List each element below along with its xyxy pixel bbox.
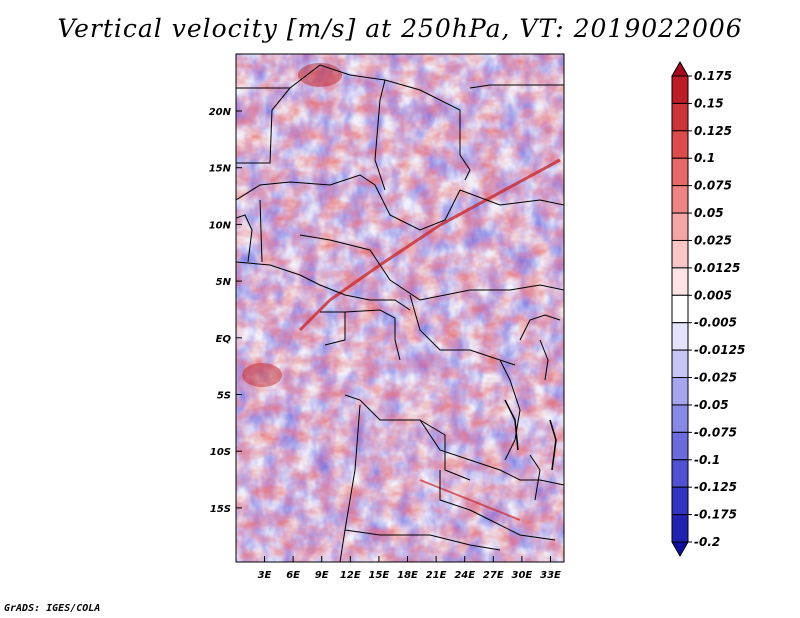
- y-tick-label: 15S: [210, 504, 231, 515]
- y-tick-label: 10S: [210, 447, 231, 458]
- colorbar-swatch: [671, 185, 689, 214]
- x-tick-label: 30E: [512, 570, 533, 581]
- heatmap-field: [236, 54, 564, 562]
- colorbar-label: -0.125: [694, 480, 737, 494]
- colorbar-swatch: [671, 486, 689, 516]
- colorbar-swatch: [671, 514, 689, 543]
- colorbar-label: -0.05: [694, 398, 729, 412]
- colorbar-label: 0.025: [694, 233, 732, 247]
- x-tick-label: 15E: [369, 570, 390, 581]
- x-tick-label: 3E: [258, 570, 272, 581]
- colorbar-label: 0.1: [694, 151, 715, 165]
- colorbar-label: -0.1: [694, 453, 720, 467]
- colorbar-label: 0.05: [694, 206, 724, 220]
- colorbar-swatch: [671, 157, 689, 187]
- colorbar-label: 0.075: [694, 179, 732, 193]
- footer-credit: GrADS: IGES/COLA: [4, 603, 101, 614]
- colorbar-label: 0.0125: [694, 261, 740, 275]
- colorbar-label: -0.175: [694, 508, 737, 522]
- country-boundaries: [236, 64, 564, 562]
- x-tick-label: 9E: [315, 570, 329, 581]
- colorbar-swatch: [671, 377, 689, 406]
- y-tick-label: 5S: [217, 391, 231, 402]
- y-tick-label: 20N: [209, 107, 232, 118]
- y-tick-label: EQ: [216, 334, 232, 345]
- colorbar-label: 0.15: [694, 96, 724, 110]
- colorbar-swatch: [671, 75, 689, 104]
- colorbar-swatch: [671, 102, 689, 132]
- y-tick-label: 15N: [209, 164, 232, 175]
- y-tick-label: 10N: [209, 220, 232, 231]
- y-axis: 20N 15N 10N 5N EQ 5S 10S 15S: [209, 107, 242, 515]
- chart-title: Vertical velocity [m/s] at 250hPa, VT: 2…: [57, 14, 743, 43]
- colorbar-swatch: [671, 239, 689, 269]
- colorbar-label: 0.125: [694, 124, 732, 138]
- colorbar-swatch: [671, 130, 689, 159]
- x-tick-label: 21E: [426, 570, 447, 581]
- colorbar-swatch: [671, 349, 689, 379]
- colorbar-swatch: [671, 322, 689, 351]
- colorbar-swatch: [671, 212, 689, 241]
- colorbar-label: -0.075: [694, 425, 737, 439]
- y-tick-label: 5N: [216, 277, 232, 288]
- x-tick-label: 6E: [286, 570, 300, 581]
- colorbar: 0.175 0.15 0.125 0.1 0.075 0.05 0.025 0.0125 0.0…: [671, 60, 745, 558]
- colorbar-swatch: [671, 294, 689, 324]
- x-axis: 3E 6E 9E 12E 15E 18E 21E 24E 27E 30E 33E: [258, 556, 561, 581]
- colorbar-label: -0.0125: [694, 343, 745, 357]
- plot-frame: [235, 53, 565, 563]
- x-tick-label: 12E: [340, 570, 361, 581]
- x-tick-label: 18E: [397, 570, 418, 581]
- colorbar-swatch: [671, 404, 689, 433]
- x-tick-label: 24E: [454, 570, 475, 581]
- colorbar-bottom-arrow: [671, 541, 689, 558]
- x-tick-label: 33E: [540, 570, 561, 581]
- colorbar-label: -0.2: [694, 535, 720, 549]
- colorbar-swatch: [671, 459, 689, 488]
- colorbar-top-arrow: [671, 60, 689, 77]
- colorbar-swatch: [671, 267, 689, 296]
- colorbar-label: -0.025: [694, 371, 737, 385]
- colorbar-label: 0.005: [694, 288, 732, 302]
- x-tick-label: 27E: [483, 570, 504, 581]
- colorbar-label: 0.175: [694, 69, 732, 83]
- colorbar-swatch: [671, 431, 689, 461]
- colorbar-label: -0.005: [694, 316, 737, 330]
